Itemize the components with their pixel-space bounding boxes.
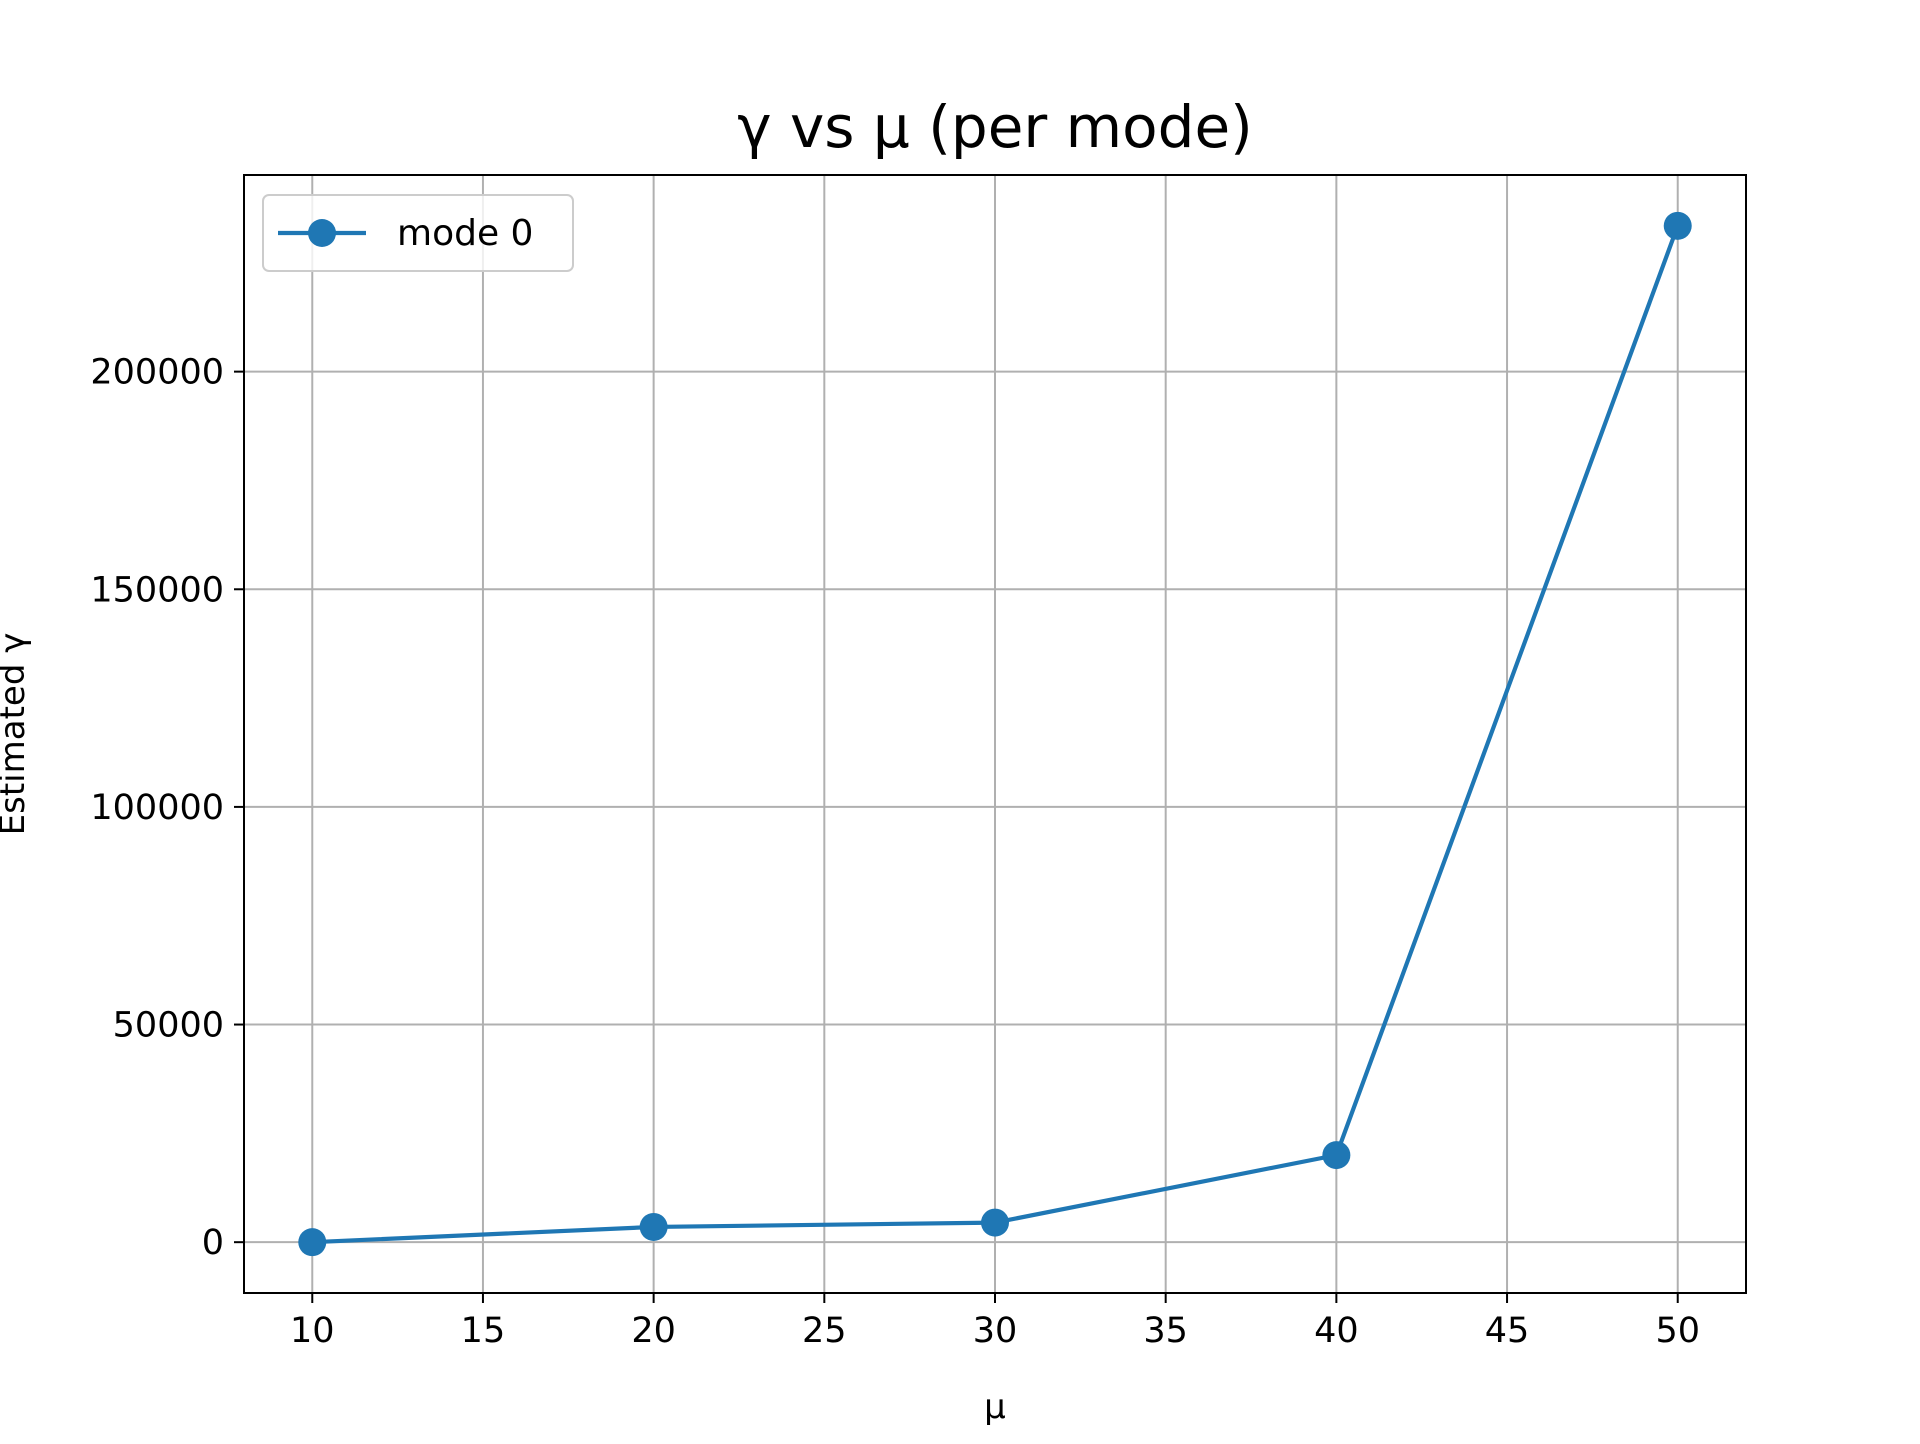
chart-title: γ vs μ (per mode) bbox=[737, 93, 1253, 161]
y-tick-label: 200000 bbox=[90, 353, 224, 393]
y-axis-ticks: 0 50000 100000 150000 200000 bbox=[90, 353, 244, 1263]
series-layer bbox=[298, 211, 1692, 1257]
x-axis-ticks: 10 15 20 25 30 35 40 45 50 bbox=[290, 1293, 1700, 1351]
y-tick-label: 150000 bbox=[90, 570, 224, 610]
data-point bbox=[1322, 1141, 1351, 1170]
x-tick-label: 15 bbox=[461, 1311, 506, 1351]
x-tick-label: 10 bbox=[290, 1311, 335, 1351]
grid bbox=[244, 175, 1746, 1293]
y-tick-label: 0 bbox=[202, 1223, 224, 1263]
x-tick-label: 20 bbox=[631, 1311, 676, 1351]
x-tick-label: 40 bbox=[1314, 1311, 1359, 1351]
x-tick-label: 45 bbox=[1485, 1311, 1530, 1351]
legend: mode 0 bbox=[262, 194, 574, 272]
data-point bbox=[639, 1212, 668, 1241]
x-axis-label: μ bbox=[984, 1387, 1006, 1427]
y-tick-label: 50000 bbox=[113, 1006, 224, 1046]
x-tick-label: 30 bbox=[973, 1311, 1018, 1351]
x-tick-label: 35 bbox=[1143, 1311, 1188, 1351]
data-point bbox=[298, 1228, 327, 1257]
legend-box bbox=[262, 194, 574, 272]
y-tick-label: 100000 bbox=[90, 788, 224, 828]
legend-marker-sample bbox=[308, 219, 336, 247]
y-axis-label: Estimated γ bbox=[0, 633, 33, 836]
x-tick-label: 50 bbox=[1655, 1311, 1700, 1351]
x-tick-label: 25 bbox=[802, 1311, 847, 1351]
legend-label: mode 0 bbox=[397, 213, 533, 254]
data-point bbox=[1663, 211, 1692, 240]
data-point bbox=[981, 1208, 1009, 1237]
